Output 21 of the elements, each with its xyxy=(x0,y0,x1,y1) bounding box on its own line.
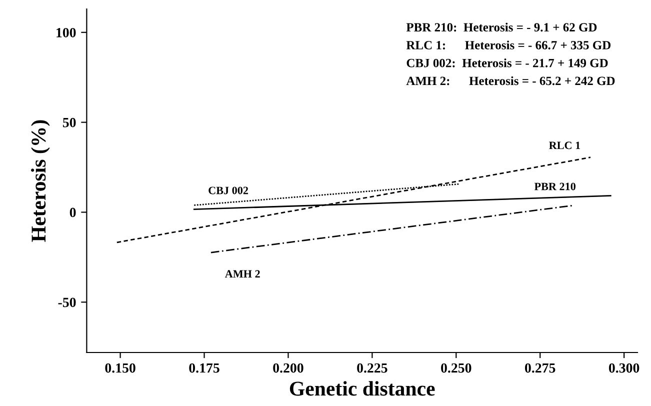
y-tick-label: -50 xyxy=(58,298,76,308)
x-tick-label: 0.175 xyxy=(189,363,220,373)
annotation: CBJ 002: Heterosis = - 21.7 + 149 GD xyxy=(406,58,608,68)
annotation: PBR 210: Heterosis = - 9.1 + 62 GD xyxy=(406,22,597,32)
annotation: RLC 1: Heterosis = - 66.7 + 335 GD xyxy=(406,40,611,50)
x-tick-label: 0.225 xyxy=(357,363,388,373)
y-tick-label: 50 xyxy=(62,118,76,128)
annotation: AMH 2: Heterosis = - 65.2 + 242 GD xyxy=(406,76,615,86)
x-tick-label: 0.200 xyxy=(273,363,304,373)
x-tick-label: 0.275 xyxy=(525,363,556,373)
y-tick-label: 100 xyxy=(56,28,76,38)
y-tick-label: 0 xyxy=(70,208,76,218)
x-tick-label: 0.250 xyxy=(441,363,472,373)
series-label: PBR 210 xyxy=(534,182,576,190)
series-label: CBJ 002 xyxy=(208,186,248,194)
y-axis-title: Heterosis (%) xyxy=(31,120,50,242)
x-tick-label: 0.300 xyxy=(608,363,640,373)
series-label: AMH 2 xyxy=(224,270,260,278)
x-axis-title: Genetic distance xyxy=(290,381,435,396)
x-tick-label: 0.150 xyxy=(105,363,136,373)
series-label: RLC 1 xyxy=(549,142,580,150)
